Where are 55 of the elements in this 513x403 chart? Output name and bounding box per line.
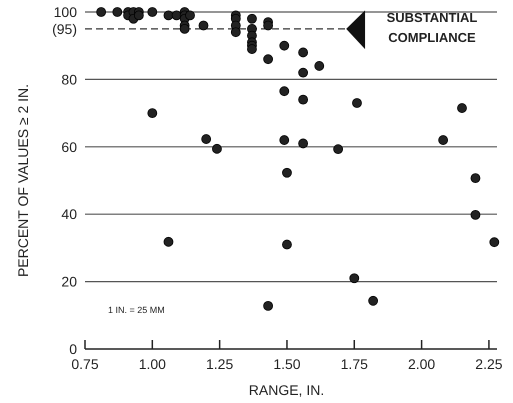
point [368,296,378,306]
point [185,10,195,20]
point [282,168,292,178]
y-tick-label: 0 [69,341,78,357]
point [457,103,467,113]
annotation: SUBSTANTIAL COMPLIANCE [386,10,478,45]
point [212,144,222,154]
y-tick-label: 40 [61,206,78,222]
point [164,236,174,247]
point [263,54,274,64]
point [470,173,480,184]
point [470,210,480,220]
point [298,138,308,148]
point [352,98,362,108]
point [489,237,500,248]
point [247,44,257,54]
point [279,40,290,51]
point [247,14,257,24]
point [438,135,448,145]
x-tick-label: 0.75 [71,356,99,372]
x-tick-label: 1.75 [340,356,368,372]
point [112,7,122,17]
y-axis-title: PERCENT OF VALUES ≥ 2 IN. [15,84,31,278]
point [198,20,208,30]
point [298,48,308,58]
point [333,144,344,154]
x-axis-title: RANGE, IN. [248,382,324,398]
point [279,86,290,96]
point [314,61,324,71]
point [147,7,158,17]
point [180,24,190,34]
point [263,20,274,30]
point [349,273,360,284]
ref-line-label: (95) [52,20,77,37]
point [298,94,308,105]
point [134,10,144,20]
y-tick-label: 60 [61,138,78,155]
x-tick-label: 2.25 [475,356,503,372]
x-tick-label: 1.00 [138,356,166,372]
y-tick-label: 20 [61,274,78,290]
point [164,10,174,20]
point [201,134,212,144]
x-tick-label: 1.50 [273,356,301,372]
point [282,240,292,250]
y-tick-label: 80 [61,71,78,88]
point [279,135,290,145]
y-tick-label: 100 [54,4,78,20]
point [147,108,158,118]
point [263,300,274,311]
point [96,7,106,17]
x-tick-label: 2.00 [408,356,436,372]
annotation: 1 IN. = 25 MM [108,305,165,315]
point [298,68,308,78]
x-tick-label: 1.25 [206,356,234,372]
point [230,27,241,38]
